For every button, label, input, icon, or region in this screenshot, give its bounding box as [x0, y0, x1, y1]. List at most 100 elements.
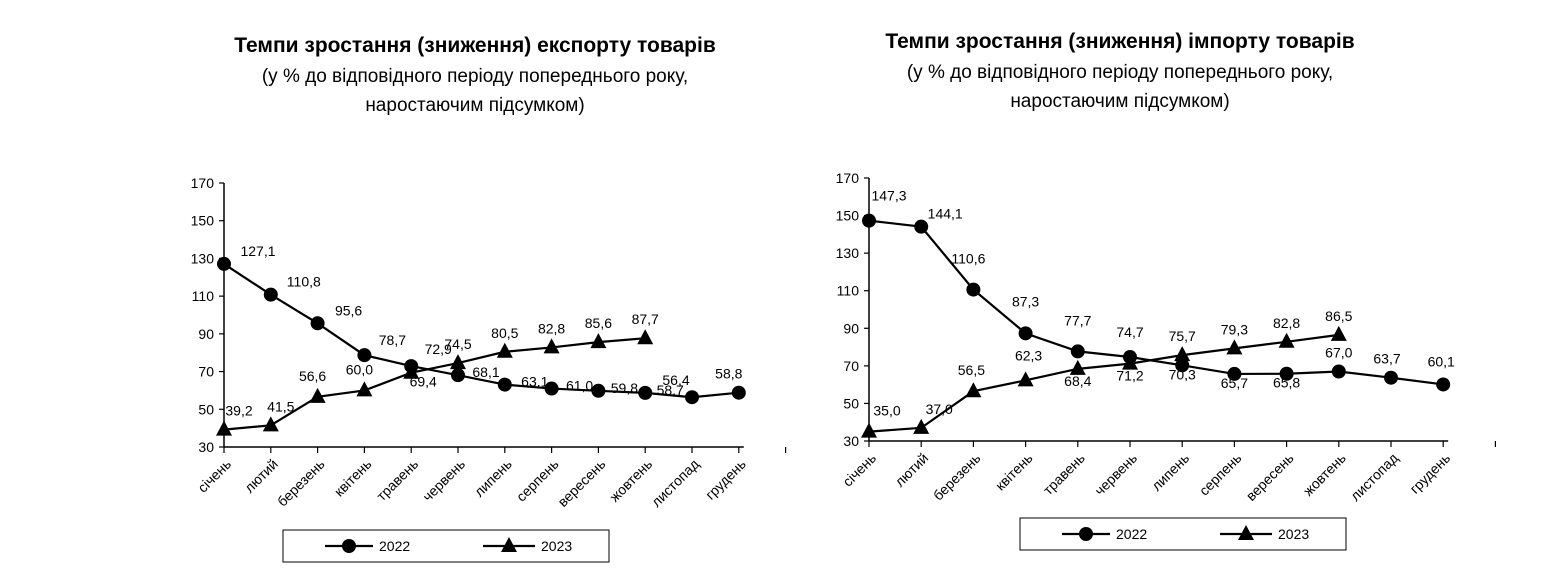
data-point-2022 [497, 377, 512, 392]
y-tick-label: 90 [198, 326, 214, 342]
data-point-2022 [1018, 326, 1033, 341]
y-tick-label: 130 [191, 250, 215, 266]
data-label-2022: 74,7 [1116, 324, 1143, 340]
data-point-2022 [1279, 366, 1294, 381]
data-point-2023 [262, 416, 279, 432]
data-point-2022 [685, 390, 699, 405]
data-point-2022 [638, 385, 653, 400]
data-point-2023 [216, 420, 232, 436]
data-label-2023: 75,7 [1169, 328, 1196, 344]
legend-triangle-marker [501, 537, 517, 552]
x-tick-label: березень [930, 450, 984, 504]
chart-title: Темпи зростання (зниження) імпорту товар… [885, 30, 1355, 53]
x-tick-label: вересень [1243, 450, 1297, 504]
data-label-2022: 110,8 [287, 274, 321, 290]
data-point-2022 [1070, 344, 1085, 359]
data-point-2022 [914, 219, 929, 234]
data-label-2022: 87,3 [1012, 293, 1039, 309]
chart-subtitle-line1: (у % до відповідного періоду попередньог… [261, 66, 689, 87]
y-tick-label: 50 [843, 395, 859, 411]
data-point-2023 [356, 381, 373, 397]
y-tick-label: 50 [198, 401, 214, 417]
x-tick-label: липень [1148, 450, 1192, 494]
x-tick-label: травень [1040, 450, 1088, 498]
data-point-2022 [862, 213, 876, 228]
data-point-2023 [403, 363, 420, 379]
data-label-2023: 37,0 [926, 401, 953, 417]
data-point-2022 [217, 256, 231, 271]
data-label-2022: 95,6 [335, 302, 362, 318]
data-point-2023 [590, 333, 607, 349]
data-label-2023: 68,4 [1064, 373, 1091, 389]
x-tick-label: червень [1091, 450, 1140, 499]
data-label-2022: 65,7 [1221, 375, 1248, 391]
x-tick-label: квітень [992, 450, 1036, 494]
data-point-2023 [1226, 339, 1243, 355]
data-label-2023: 71,2 [1116, 368, 1143, 384]
y-tick-label: 150 [836, 208, 860, 224]
data-label-2022: 70,3 [1169, 366, 1196, 382]
y-tick-label: 30 [198, 439, 214, 455]
data-point-2022 [310, 316, 325, 331]
data-label-2022: 65,8 [1273, 375, 1300, 391]
data-point-2022 [263, 287, 278, 302]
data-point-2023 [1017, 371, 1034, 387]
chart-subtitle-line1: (у % до відповідного періоду попередньог… [906, 62, 1334, 83]
data-point-2023 [637, 329, 654, 345]
data-point-2023 [309, 387, 326, 403]
chart-title: Темпи зростання (зниження) експорту това… [234, 34, 716, 57]
data-label-2022: 56,4 [662, 372, 689, 388]
data-point-2022 [1227, 366, 1242, 381]
data-point-2023 [1278, 332, 1295, 348]
y-tick-label: 170 [191, 175, 215, 191]
data-label-2022: 78,7 [379, 332, 406, 348]
legend-triangle-marker [1238, 525, 1254, 540]
data-point-2022 [591, 383, 606, 398]
series-line-2022 [223, 262, 739, 399]
legend-label-2023: 2023 [1278, 526, 1309, 542]
x-tick-label: жовтень [1300, 450, 1349, 499]
data-label-2022: 144,1 [928, 206, 963, 222]
x-tick-label: серпень [1196, 450, 1245, 499]
data-point-2022 [451, 368, 465, 383]
data-label-2022: 68,1 [472, 364, 499, 380]
data-label-2022: 77,7 [1064, 312, 1091, 328]
data-label-2023: 35,0 [873, 403, 900, 419]
data-label-2022: 60,1 [1428, 353, 1455, 369]
y-tick-label: 170 [836, 170, 860, 186]
y-tick-label: 70 [198, 364, 214, 380]
y-tick-label: 110 [192, 288, 215, 304]
data-point-2022 [1436, 377, 1451, 392]
data-point-2022 [966, 282, 981, 297]
data-label-2023: 74,5 [444, 336, 471, 352]
data-label-2022: 147,3 [871, 188, 906, 204]
data-label-2023: 82,8 [538, 320, 565, 336]
data-point-2022 [731, 385, 746, 400]
data-point-2023 [965, 382, 982, 398]
x-tick-label: грудень [1406, 450, 1453, 497]
y-tick-label: 130 [836, 245, 860, 261]
chart-subtitle-line2: наростаючим підсумком) [1010, 91, 1230, 112]
legend-label-2022: 2022 [379, 538, 410, 554]
series-line-2023 [868, 333, 1339, 433]
data-point-2023 [1174, 346, 1191, 362]
series-line-2022 [868, 219, 1444, 386]
data-label-2023: 86,5 [1325, 308, 1352, 324]
data-point-2023 [1069, 359, 1086, 375]
data-label-2022: 58,7 [657, 382, 684, 398]
legend-circle-marker [1079, 527, 1093, 541]
data-label-2022: 61,0 [566, 378, 593, 394]
data-label-2023: 39,2 [225, 403, 252, 419]
legend-circle-marker [342, 539, 356, 553]
data-point-2023 [450, 354, 466, 370]
data-point-2022 [1384, 370, 1398, 385]
data-point-2023 [861, 422, 877, 438]
data-point-2022 [544, 381, 559, 396]
data-label-2022: 63,7 [1373, 351, 1400, 367]
data-label-2022: 127,1 [240, 243, 275, 259]
y-tick-label: 150 [191, 213, 215, 229]
y-tick-label: 90 [843, 320, 859, 336]
data-label-2023: 82,8 [1273, 315, 1300, 331]
y-tick-label: 110 [837, 283, 860, 299]
